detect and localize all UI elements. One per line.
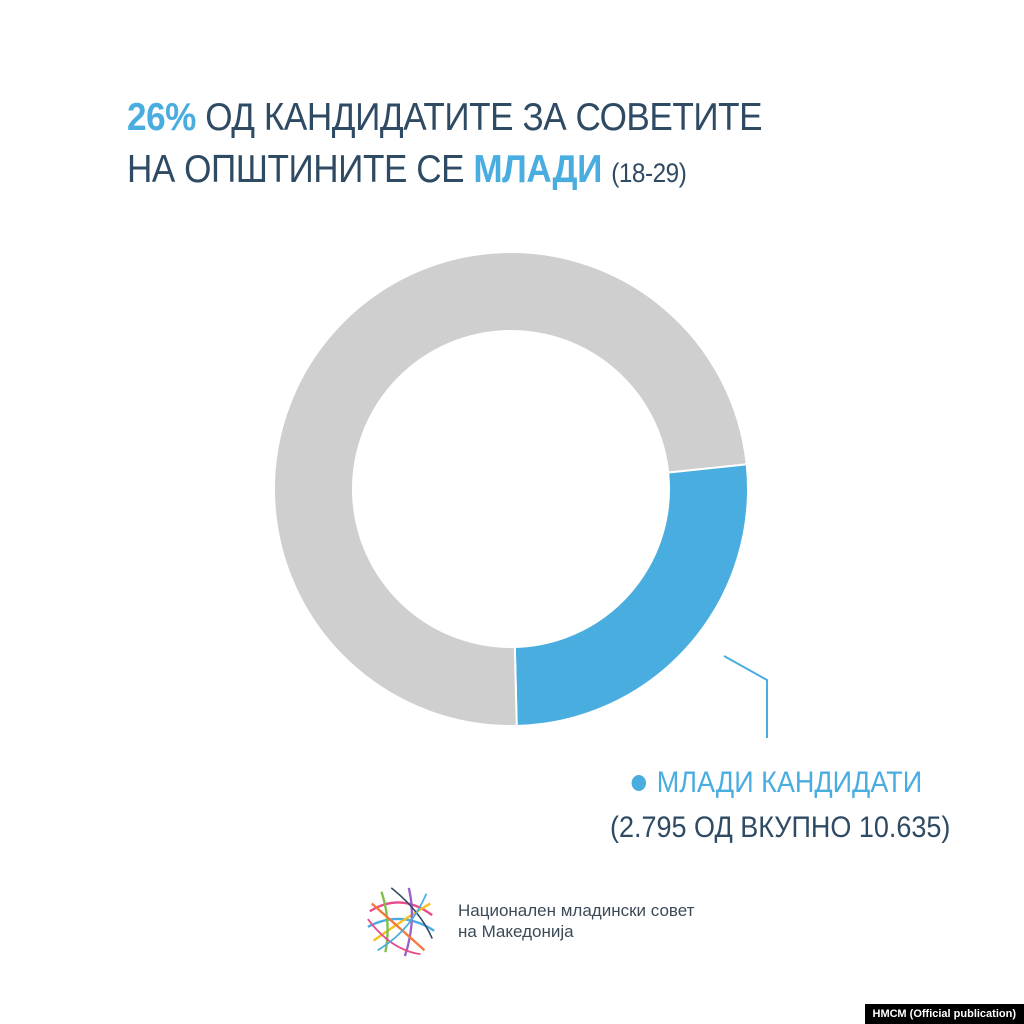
donut-slices	[273, 251, 749, 727]
slice-other-candidates	[273, 251, 748, 727]
slice-young-candidates	[513, 463, 749, 727]
multicolor-globe-icon	[365, 885, 437, 957]
organization-name: Национален младински совет на Македонија	[458, 901, 695, 941]
chart-legend: МЛАДИ КАНДИДАТИ (2.795 ОД ВКУПНО 10.635)	[610, 762, 950, 848]
title-age-range: (18-29)	[611, 158, 687, 188]
legend-label: МЛАДИ КАНДИДАТИ	[656, 766, 923, 799]
organization-footer: Национален младински совет на Македонија	[362, 882, 694, 960]
title-percent: 26%	[127, 96, 196, 139]
title-highlight-young: МЛАДИ	[473, 148, 602, 191]
credit-badge: НМСМ (Official publication)	[864, 1004, 1024, 1024]
callout-line	[723, 655, 768, 738]
title-line2-text: НА ОПШТИНИТЕ СЕ	[127, 148, 465, 191]
title-line1-text: ОД КАНДИДАТИТЕ ЗА СОВЕТИТЕ	[205, 96, 763, 139]
page-title: 26% ОД КАНДИДАТИТЕ ЗА СОВЕТИТЕ НА ОПШТИН…	[127, 92, 763, 199]
legend-dot-icon	[631, 775, 646, 791]
legend-item-young: МЛАДИ КАНДИДАТИ	[610, 762, 950, 804]
legend-detail: (2.795 ОД ВКУПНО 10.635)	[610, 811, 951, 844]
